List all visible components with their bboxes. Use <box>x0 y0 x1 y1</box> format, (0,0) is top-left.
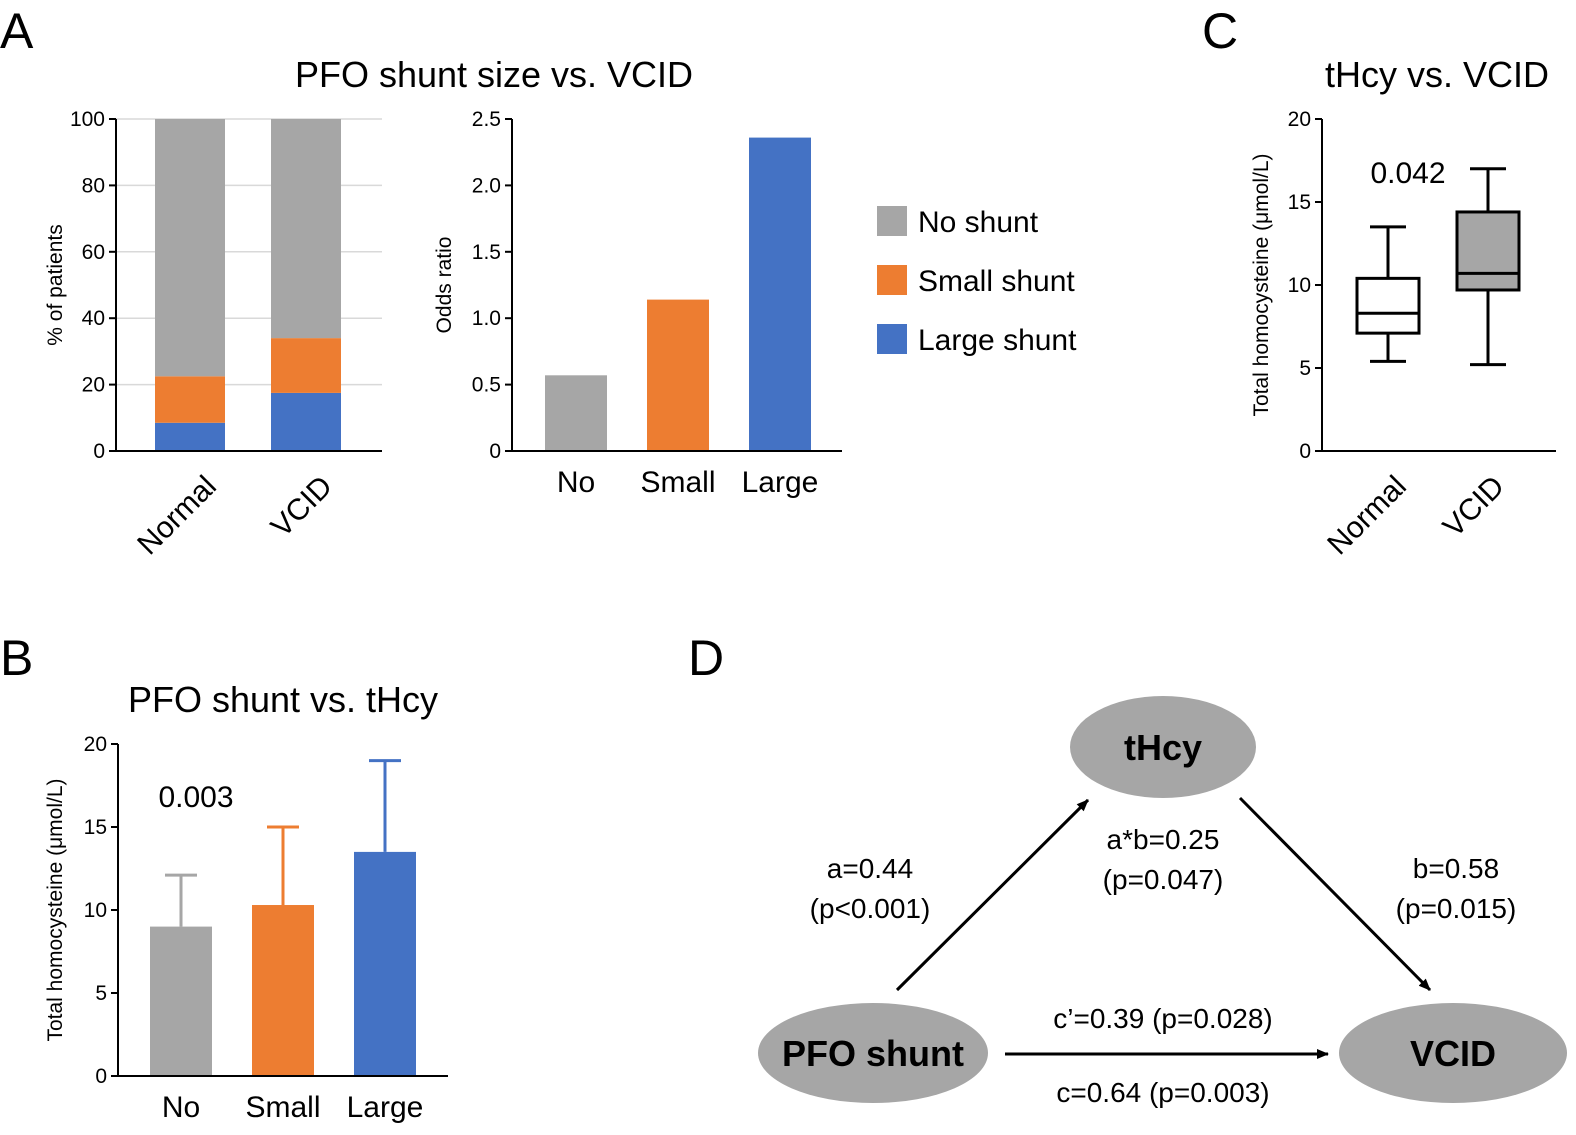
chart-b-xtick-small: Small <box>245 1091 320 1124</box>
chart-c-xtick-vcid: VCID <box>1437 470 1511 544</box>
chart-a1-ytick-label: 60 <box>82 241 105 264</box>
node-pfo-shunt-label: PFO shunt <box>782 1033 964 1074</box>
legend: No shunt Small shunt Large shunt <box>877 206 1077 357</box>
node-thcy-label: tHcy <box>1124 727 1202 768</box>
chart-a2-xtick-large: Large <box>742 466 819 499</box>
chart-b-bar-no <box>150 926 212 1076</box>
legend-swatch-no-shunt <box>877 206 907 236</box>
chart-a1-xtick-normal: Normal <box>131 470 223 562</box>
node-vcid-label: VCID <box>1410 1033 1496 1074</box>
chart-a2-ytick-label: 1.0 <box>472 307 501 330</box>
legend-swatch-large-shunt <box>877 324 907 354</box>
chart-a1-ytick-label: 100 <box>70 108 105 131</box>
panel-letter-b: B <box>0 630 33 686</box>
chart-b-xtick-large: Large <box>347 1091 424 1124</box>
chart-b-ylabel: Total homocysteine (μmol/L) <box>44 778 67 1041</box>
chart-a1-ytick-label: 0 <box>93 440 105 463</box>
mediation-diagram: tHcy PFO shunt VCID a=0.44 (p<0.001) a*b… <box>758 696 1567 1108</box>
label-c: c=0.64 (p=0.003) <box>1056 1077 1269 1108</box>
chart-c-title: tHcy vs. VCID <box>1325 54 1549 95</box>
chart-a2-ytick-label: 0.5 <box>472 374 501 397</box>
chart-c-ytick-label: 20 <box>1288 108 1311 131</box>
chart-a2-bar-small <box>647 299 709 451</box>
label-ab-p: (p=0.047) <box>1103 864 1224 895</box>
chart-a1-ytick-label: 40 <box>82 307 105 330</box>
chart-a2-bar-no <box>545 375 607 451</box>
chart-c-ytick-label: 10 <box>1288 274 1311 297</box>
chart-a1-bar-vcid-large-shunt <box>271 392 341 451</box>
legend-label-large-shunt: Large shunt <box>918 324 1077 357</box>
chart-a1-xtick-vcid: VCID <box>265 470 339 544</box>
chart-c-ylabel: Total homocysteine (μmol/L) <box>1250 153 1273 416</box>
chart-a1: 0 20 40 60 80 100 % of patients Normal VCID <box>44 108 382 561</box>
chart-a2-ytick-label: 1.5 <box>472 241 501 264</box>
legend-label-small-shunt: Small shunt <box>918 265 1075 298</box>
chart-a2: 0 0.5 1.0 1.5 2.0 2.5 Odds ratio No Small Lar… <box>433 108 842 499</box>
arrow-thcy-to-vcid <box>1238 796 1432 992</box>
chart-b-xtick-no: No <box>162 1091 200 1124</box>
chart-b-title: PFO shunt vs. tHcy <box>128 679 438 720</box>
chart-c: 0 5 10 15 20 Total homocysteine (μmol/L) 0.0… <box>1250 108 1556 561</box>
chart-b: 0 5 10 15 20 Total homocysteine (μmol/L) 0.0… <box>44 733 448 1124</box>
chart-b-ytick-label: 5 <box>95 982 107 1005</box>
chart-a1-bar-vcid-small-shunt <box>271 338 341 393</box>
chart-c-xtick-normal: Normal <box>1321 470 1413 562</box>
chart-a1-bar-vcid-no-shunt <box>271 119 341 339</box>
chart-c-ytick-label: 0 <box>1299 440 1311 463</box>
chart-c-pvalue: 0.042 <box>1370 157 1445 190</box>
node-vcid <box>1339 1003 1567 1103</box>
chart-a1-bar-normal-small-shunt <box>155 376 225 423</box>
node-thcy <box>1070 696 1256 798</box>
chart-a2-ylabel: Odds ratio <box>433 237 456 334</box>
chart-a2-bar-large <box>749 137 811 452</box>
chart-c-box-normal <box>1355 276 1421 335</box>
chart-a1-ytick-label: 80 <box>82 174 105 197</box>
chart-b-bar-small <box>252 905 314 1076</box>
chart-a2-xtick-small: Small <box>640 466 715 499</box>
chart-c-box-vcid <box>1455 210 1521 292</box>
chart-a2-ytick-label: 2.5 <box>472 108 501 131</box>
chart-c-ytick-label: 5 <box>1299 357 1311 380</box>
arrow-pfo-to-thcy <box>895 798 1090 992</box>
legend-label-no-shunt: No shunt <box>918 206 1039 239</box>
panel-letter-a: A <box>0 3 34 59</box>
label-cprime: c’=0.39 (p=0.028) <box>1053 1003 1273 1034</box>
chart-b-ytick-label: 15 <box>84 816 107 839</box>
chart-b-pvalue: 0.003 <box>158 781 233 814</box>
chart-b-ytick-label: 0 <box>95 1065 107 1088</box>
label-a: a=0.44 <box>827 853 913 884</box>
chart-b-ytick-label: 10 <box>84 899 107 922</box>
chart-a1-ytick-label: 20 <box>82 374 105 397</box>
label-b: b=0.58 <box>1413 853 1499 884</box>
label-a-p: (p<0.001) <box>810 893 931 924</box>
chart-a1-bar-normal-large-shunt <box>155 422 225 451</box>
panel-letter-c: C <box>1202 3 1238 59</box>
chart-b-ytick-label: 20 <box>84 733 107 756</box>
chart-a1-ylabel: % of patients <box>44 224 67 345</box>
label-ab: a*b=0.25 <box>1107 824 1220 855</box>
chart-a-title: PFO shunt size vs. VCID <box>295 54 693 95</box>
panel-letter-d: D <box>688 630 724 686</box>
chart-c-ytick-label: 15 <box>1288 191 1311 214</box>
chart-a2-ytick-label: 0 <box>489 440 501 463</box>
label-b-p: (p=0.015) <box>1396 893 1517 924</box>
chart-a2-xtick-no: No <box>557 466 595 499</box>
legend-swatch-small-shunt <box>877 265 907 295</box>
chart-a1-bar-normal-no-shunt <box>155 119 225 377</box>
node-pfo-shunt <box>758 1003 988 1103</box>
chart-b-bar-large <box>354 851 416 1076</box>
chart-a2-ytick-label: 2.0 <box>472 174 501 197</box>
